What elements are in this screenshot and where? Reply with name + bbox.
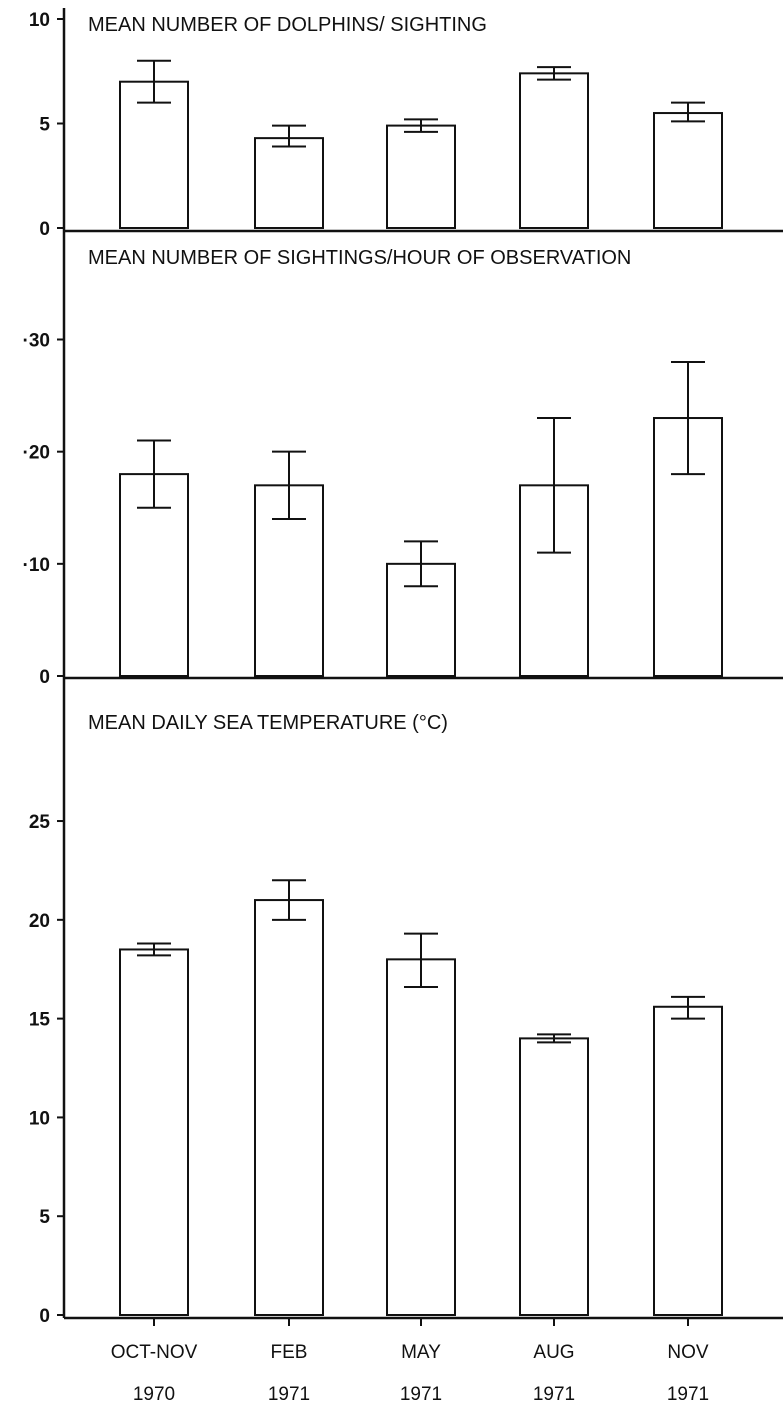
y-tick-label: 0 (39, 1306, 50, 1327)
x-tick-label-year: 1971 (667, 1384, 709, 1405)
y-tick-label: 0 (39, 219, 50, 240)
panel-dolphins-per-sighting: MEAN NUMBER OF DOLPHINS/ SIGHTING 0 5 10 (29, 10, 723, 240)
y-tick-label: 5 (39, 115, 50, 136)
x-tick-label: FEB (271, 1342, 308, 1363)
bar (519, 1037, 589, 1316)
bar-group (119, 360, 723, 677)
panel-title: MEAN NUMBER OF DOLPHINS/ SIGHTING (88, 14, 487, 36)
bar (119, 80, 189, 229)
x-tick-label-year: 1970 (133, 1384, 175, 1405)
y-tick-label: 5 (39, 1207, 50, 1228)
x-axis-ticks: OCT-NOV 1970 FEB 1971 MAY 1971 AUG 1971 NOV 1971 (111, 1318, 709, 1405)
y-tick-label: 10 (29, 1108, 50, 1129)
x-tick-label: OCT-NOV (111, 1342, 198, 1363)
bar-group (119, 879, 723, 1317)
bar (254, 899, 324, 1316)
x-tick-label: AUG (533, 1342, 574, 1363)
panel-sea-temperature: MEAN DAILY SEA TEMPERATURE (°C) 0 5 10 15 20… (29, 712, 723, 1327)
bar (386, 958, 456, 1317)
bar (519, 72, 589, 229)
bar (254, 137, 324, 230)
bar (119, 948, 189, 1316)
x-tick-label-year: 1971 (533, 1384, 575, 1405)
panel-sightings-per-hour: MEAN NUMBER OF SIGHTINGS/HOUR OF OBSERVA… (23, 247, 723, 688)
y-tick-label: ·30 (23, 331, 50, 352)
axes (62, 8, 783, 1320)
x-tick-label: NOV (667, 1342, 709, 1363)
bar (653, 1005, 723, 1316)
y-tick-label: ·10 (23, 555, 50, 576)
panel-title: MEAN DAILY SEA TEMPERATURE (°C) (88, 712, 448, 734)
y-tick-label: 15 (29, 1010, 51, 1031)
y-tick-label: 0 (39, 667, 50, 688)
y-axis-ticks: 0 5 10 15 20 25 (29, 812, 64, 1327)
bar-group (119, 59, 723, 230)
bar (653, 112, 723, 229)
y-tick-label: ·20 (23, 443, 50, 464)
x-tick-label-year: 1971 (400, 1384, 442, 1405)
y-tick-label: 25 (29, 812, 51, 833)
y-tick-label: 20 (29, 911, 50, 932)
panel-title: MEAN NUMBER OF SIGHTINGS/HOUR OF OBSERVA… (88, 247, 631, 269)
y-axis-ticks: 0 ·10 ·20 ·30 (23, 331, 64, 688)
y-tick-label: 10 (29, 10, 50, 31)
bar (386, 124, 456, 229)
x-tick-label: MAY (401, 1342, 441, 1363)
x-tick-label-year: 1971 (268, 1384, 310, 1405)
